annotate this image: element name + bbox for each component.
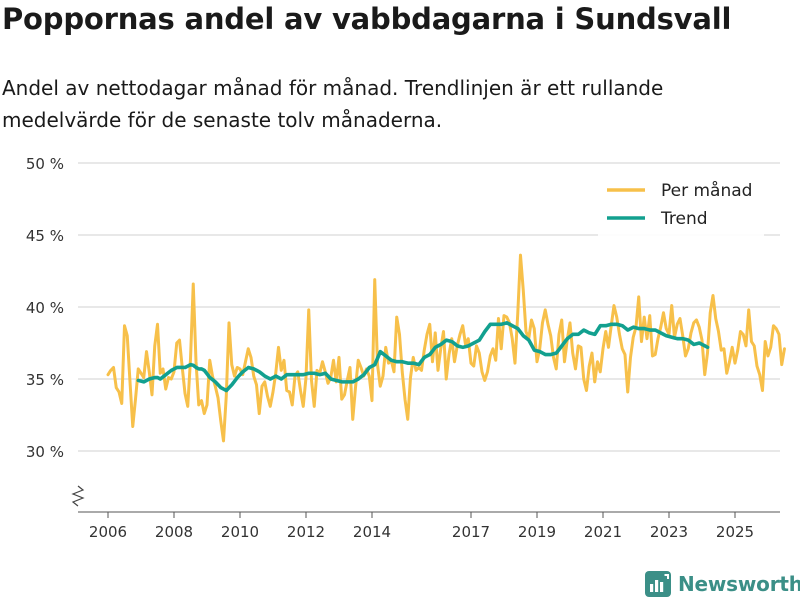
y-tick-label-35: 35 % (26, 371, 64, 389)
x-tick-label-2017: 2017 (452, 523, 490, 541)
legend: Per månad Trend (598, 176, 764, 238)
x-tick-label-2008: 2008 (155, 523, 193, 541)
chart-title: Poppornas andel av vabbdagarna i Sundsva… (2, 2, 732, 36)
axes: 30 % 35 % 40 % 45 % 50 % 2006 2008 2010 2012 2014… (26, 155, 780, 541)
y-tick-label-50: 50 % (26, 155, 64, 173)
x-tick-label-2006: 2006 (89, 523, 127, 541)
y-tick-label-30: 30 % (26, 443, 64, 461)
x-tick-label-2014: 2014 (353, 523, 391, 541)
x-tick-label-2012: 2012 (287, 523, 325, 541)
axis-break-icon (71, 485, 85, 507)
brand-name: Newsworthy (678, 572, 800, 596)
series-line-trend (136, 321, 710, 393)
newsworthy-logo-icon (645, 571, 671, 597)
x-tick-label-2019: 2019 (518, 523, 556, 541)
y-tick-label-40: 40 % (26, 299, 64, 317)
chart-subtitle: Andel av nettodagar månad för månad. Tre… (2, 76, 664, 132)
legend-label-1: Trend (660, 209, 708, 229)
x-tick-label-2021: 2021 (584, 523, 622, 541)
legend-background (598, 176, 764, 238)
series-line-per-manad (106, 253, 786, 443)
x-tick-label-2010: 2010 (221, 523, 259, 541)
legend-label-0: Per månad (661, 180, 752, 201)
x-tick-label-2023: 2023 (650, 523, 688, 541)
data-series (106, 253, 786, 443)
y-tick-label-45: 45 % (26, 227, 64, 245)
x-tick-label-2025: 2025 (716, 523, 754, 541)
newsworthy-brand[interactable]: Newsworthy (645, 569, 800, 599)
